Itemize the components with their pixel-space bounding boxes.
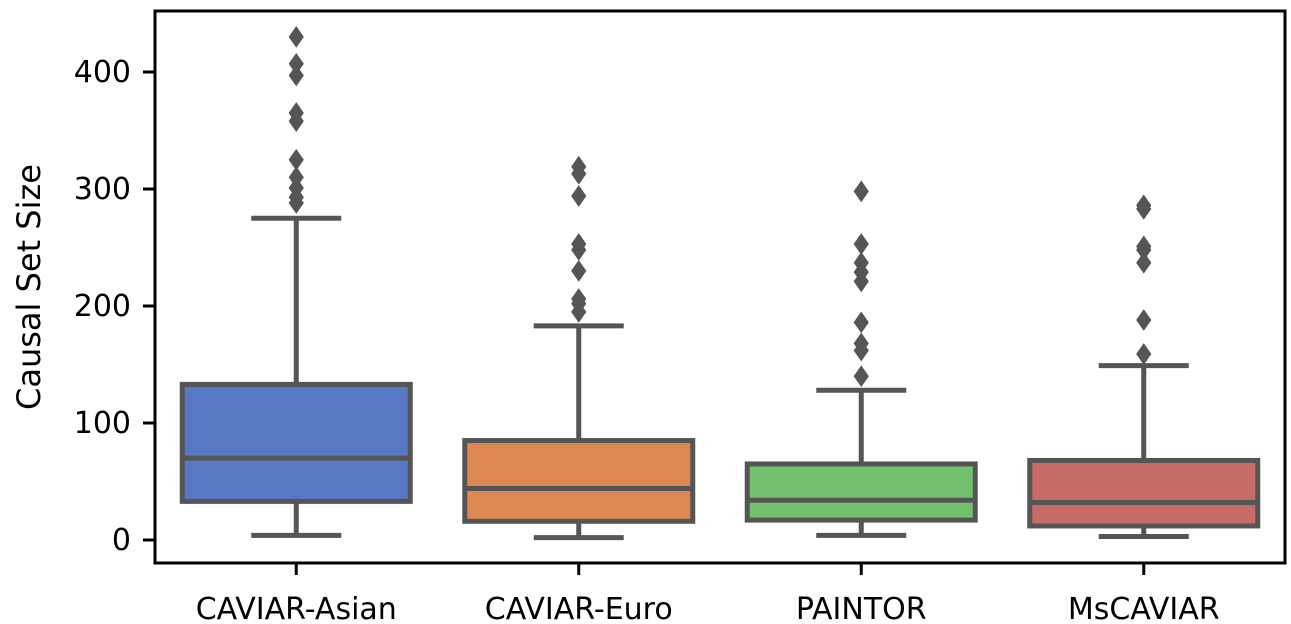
outlier-caviar-asian-4 <box>288 148 304 171</box>
outlier-caviar-asian-7 <box>288 64 304 87</box>
outlier-paintor-3 <box>853 311 869 334</box>
y-tick-label-100: 100 <box>74 406 131 441</box>
outlier-mscaviar-4 <box>1136 235 1152 258</box>
y-axis-label: Causal Set Size <box>10 164 48 410</box>
outlier-caviar-euro-8 <box>571 155 587 178</box>
outlier-caviar-asian-6 <box>288 102 304 124</box>
x-tick-label-caviar-euro: CAVIAR-Euro <box>485 592 673 624</box>
outlier-caviar-euro-2 <box>571 288 587 310</box>
outlier-caviar-asian-3 <box>288 166 304 189</box>
box-mscaviar <box>1027 457 1261 529</box>
outlier-mscaviar-1 <box>1136 309 1152 331</box>
outlier-paintor-2 <box>853 332 869 355</box>
y-tick-label-300: 300 <box>74 172 131 207</box>
outlier-caviar-euro-6 <box>571 185 587 207</box>
outlier-mscaviar-6 <box>1136 194 1152 217</box>
x-tick-label-paintor: PAINTOR <box>796 592 927 624</box>
outlier-caviar-asian-9 <box>288 26 304 48</box>
outlier-caviar-euro-5 <box>571 233 587 255</box>
outlier-mscaviar-2 <box>1136 251 1152 274</box>
y-tick-label-200: 200 <box>74 289 131 324</box>
outlier-caviar-euro-3 <box>571 260 587 282</box>
plot-frame <box>153 9 1287 565</box>
outlier-paintor-7 <box>853 233 869 255</box>
outlier-paintor-0 <box>853 365 869 388</box>
x-tick-label-mscaviar: MsCAVIAR <box>1068 592 1220 624</box>
outlier-paintor-6 <box>853 251 869 274</box>
box-caviar-asian <box>179 381 413 504</box>
y-tick-label-400: 400 <box>74 55 131 90</box>
outlier-paintor-8 <box>853 180 869 203</box>
plot-area: 0 100 200 300 400 CAVIAR-Asian CAVIAR-Euro PAIN… <box>74 9 1287 624</box>
outlier-mscaviar-0 <box>1136 343 1152 365</box>
box-paintor <box>744 461 978 523</box>
outlier-caviar-asian-8 <box>288 52 304 75</box>
box-caviar-euro <box>462 438 696 524</box>
y-tick-label-0: 0 <box>112 523 131 558</box>
x-tick-label-caviar-asian: CAVIAR-Asian <box>196 592 397 624</box>
